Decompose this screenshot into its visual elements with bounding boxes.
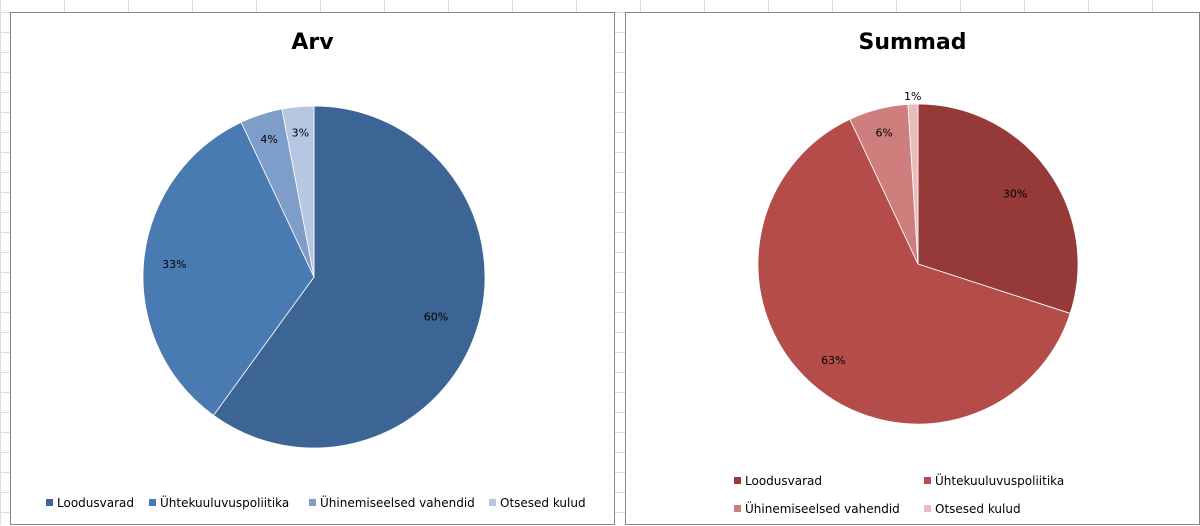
pie-slice-2[interactable] bbox=[142, 121, 315, 416]
legend-item-uhtekuuluvuspoliitika: Ühtekuuluvuspoliitika bbox=[924, 474, 1064, 488]
pie-slice-1[interactable] bbox=[917, 103, 1079, 314]
pie-chart-arv: 60% 33% 4% 3% bbox=[142, 105, 486, 449]
legend-swatch bbox=[489, 499, 496, 506]
legend-label: Ühinemiseelsed vahendid bbox=[320, 496, 475, 510]
legend-item-loodusvarad: Loodusvarad bbox=[734, 474, 822, 488]
data-label: 6% bbox=[875, 126, 892, 139]
data-label: 63% bbox=[821, 354, 845, 367]
legend-label: Ühtekuuluvuspoliitika bbox=[935, 474, 1065, 488]
data-label: 4% bbox=[260, 133, 277, 146]
legend-label: Loodusvarad bbox=[57, 496, 134, 510]
legend-label: Otsesed kulud bbox=[935, 502, 1021, 516]
pie-slice-1[interactable] bbox=[212, 105, 486, 449]
legend-item-uhinemiseelsed-vahendid: Ühinemiseelsed vahendid bbox=[309, 496, 475, 510]
pie-slice-2[interactable] bbox=[757, 118, 1071, 425]
legend-swatch bbox=[734, 477, 741, 484]
legend-label: Otsesed kulud bbox=[500, 496, 586, 510]
pie-slice-4[interactable] bbox=[907, 103, 919, 265]
legend-swatch bbox=[309, 499, 316, 506]
pie-slice-4[interactable] bbox=[281, 105, 315, 278]
legend-swatch bbox=[46, 499, 53, 506]
data-label: 3% bbox=[292, 126, 309, 139]
legend-label: Ühtekuuluvuspoliitika bbox=[160, 496, 290, 510]
data-label: 30% bbox=[1003, 187, 1027, 200]
legend-item-uhtekuuluvuspoliitika: Ühtekuuluvuspoliitika bbox=[149, 496, 289, 510]
data-label: 1% bbox=[904, 90, 921, 103]
legend-item-otsesed-kulud: Otsesed kulud bbox=[489, 496, 586, 510]
data-label: 33% bbox=[162, 258, 186, 271]
legend-swatch bbox=[924, 505, 931, 512]
legend-swatch bbox=[149, 499, 156, 506]
legend-item-uhinemiseelsed-vahendid: Ühinemiseelsed vahendid bbox=[734, 502, 900, 516]
legend-swatch bbox=[924, 477, 931, 484]
legend-item-otsesed-kulud: Otsesed kulud bbox=[924, 502, 1021, 516]
legend-swatch bbox=[734, 505, 741, 512]
legend-label: Ühinemiseelsed vahendid bbox=[745, 502, 900, 516]
chart-arv[interactable]: Arv 60% 33% 4% 3% Loodusvarad Ühtekuuluvusp… bbox=[10, 12, 615, 525]
chart-title: Summad bbox=[858, 30, 967, 55]
legend-label: Loodusvarad bbox=[745, 474, 822, 488]
data-label: 60% bbox=[424, 311, 448, 324]
pie-chart-summad: 30% 63% 6% 1% bbox=[757, 90, 1079, 425]
chart-summad[interactable]: Summad 30% 63% 6% 1% Loodusvarad Ühtekuuluv… bbox=[625, 12, 1200, 525]
chart-title: Arv bbox=[291, 30, 334, 55]
legend-item-loodusvarad: Loodusvarad bbox=[46, 496, 134, 510]
